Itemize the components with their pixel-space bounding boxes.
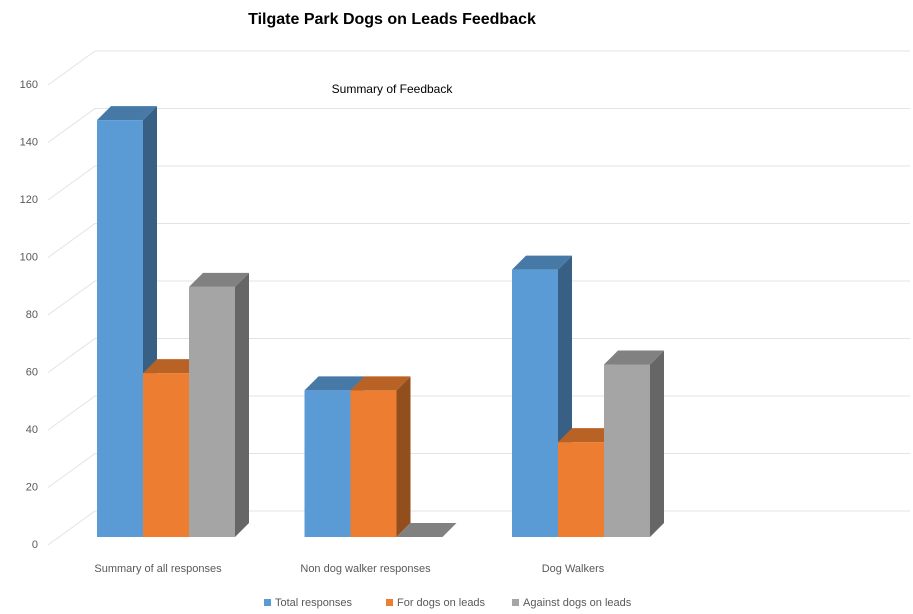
legend-swatch [386,599,393,606]
y-tick-label: 80 [26,309,38,321]
bar [604,364,650,537]
bar-top [558,428,618,443]
legend-label: Total responses [275,597,353,609]
bar-top [604,350,664,365]
bar-top [304,376,365,391]
bar-side [235,272,249,537]
bar [189,286,235,537]
legend-swatch [264,599,271,606]
bar [512,269,558,537]
chart-title: Tilgate Park Dogs on Leads Feedback [248,11,536,28]
legend-label: For dogs on leads [397,597,486,609]
bar [143,373,189,537]
x-tick-label: Dog Walkers [542,563,605,575]
bar [97,120,143,537]
bar-side [396,376,411,537]
chart-subtitle: Summary of Feedback [332,82,454,96]
bar-top [350,376,411,391]
grid-line [47,338,910,373]
bar [350,390,397,537]
y-tick-label: 20 [26,481,38,493]
bar-top [512,255,572,270]
y-tick-label: 140 [20,136,38,148]
bar [558,442,604,537]
grid-line [47,165,910,201]
y-tick-label: 100 [20,251,38,263]
bar-top [97,106,157,121]
bar-top [189,272,249,287]
y-tick-label: 160 [20,79,38,91]
y-tick-label: 40 [26,424,38,436]
bar-top [396,523,457,537]
y-tick-label: 120 [20,194,38,206]
y-tick-label: 60 [26,366,38,378]
bar-side [650,350,664,537]
grid-line [47,108,910,143]
x-tick-label: Non dog walker responses [300,563,431,575]
bar-top [143,359,203,374]
grid-line [47,280,910,316]
bar [304,390,351,537]
legend-label: Against dogs on leads [523,597,632,609]
x-tick-label: Summary of all responses [94,563,222,575]
grid-line [47,50,910,86]
grid-line [47,223,910,258]
legend-swatch [512,599,519,606]
y-tick-label: 0 [32,539,38,551]
